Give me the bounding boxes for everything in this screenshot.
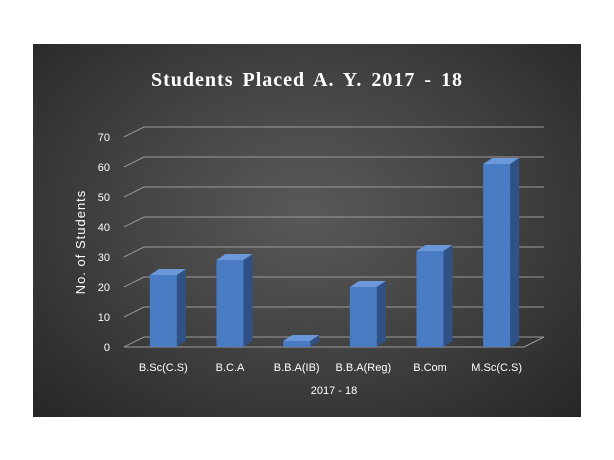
y-axis-title: No. of Students — [73, 190, 88, 295]
bar-side — [510, 158, 520, 347]
gridline-depth — [123, 306, 145, 318]
chart-area: Students Placed A. Y. 2017 - 18 0 10 20 30 4… — [33, 44, 581, 417]
x-tick-label: M.Sc(C.S) — [471, 362, 522, 374]
x-axis-title: 2017 - 18 — [311, 385, 357, 397]
x-tick-label: B.Sc(C.S) — [139, 362, 188, 374]
bar-side — [243, 254, 253, 347]
y-tick-label: 50 — [98, 192, 110, 204]
gridline-depth — [123, 216, 145, 228]
gridline-depth — [123, 186, 145, 198]
bar — [216, 260, 244, 347]
x-tick-label: B.B.A(IB) — [274, 362, 320, 374]
bar-top — [483, 158, 520, 164]
gridline-depth — [123, 126, 145, 138]
floor-edge — [523, 336, 545, 348]
chart-title: Students Placed A. Y. 2017 - 18 — [151, 69, 463, 91]
bar — [416, 251, 444, 347]
gridline-depth — [123, 156, 145, 168]
bar-side — [443, 245, 453, 347]
bar-side — [310, 335, 320, 347]
y-tick-label: 40 — [98, 222, 110, 234]
bar-side — [376, 281, 386, 347]
bar-side — [176, 269, 186, 347]
gridline-depth — [123, 336, 145, 348]
y-tick-label: 70 — [98, 132, 110, 144]
y-tick-label: 60 — [98, 162, 110, 174]
x-tick-label: B.C.A — [216, 362, 245, 374]
y-tick-label: 20 — [98, 282, 110, 294]
y-tick-label: 0 — [104, 342, 110, 354]
x-tick-label: B.Com — [413, 362, 447, 374]
gridline-depth — [123, 246, 145, 258]
bar — [283, 341, 311, 347]
bar — [349, 287, 377, 347]
x-tick-label: B.B.A(Reg) — [336, 362, 392, 374]
bar-top — [149, 269, 186, 275]
bar-top — [216, 254, 253, 260]
bar-top — [349, 281, 386, 287]
bar-top — [283, 335, 320, 341]
bar — [483, 164, 511, 347]
bar-top — [416, 245, 453, 251]
y-tick-label: 30 — [98, 252, 110, 264]
gridline-depth — [123, 276, 145, 288]
bar — [149, 275, 177, 347]
y-tick-label: 10 — [98, 312, 110, 324]
chart-plot: 0 10 20 30 40 50 60 70 B.Sc(C.S) B.C.A B.B.A(IB) B.… — [73, 126, 545, 397]
